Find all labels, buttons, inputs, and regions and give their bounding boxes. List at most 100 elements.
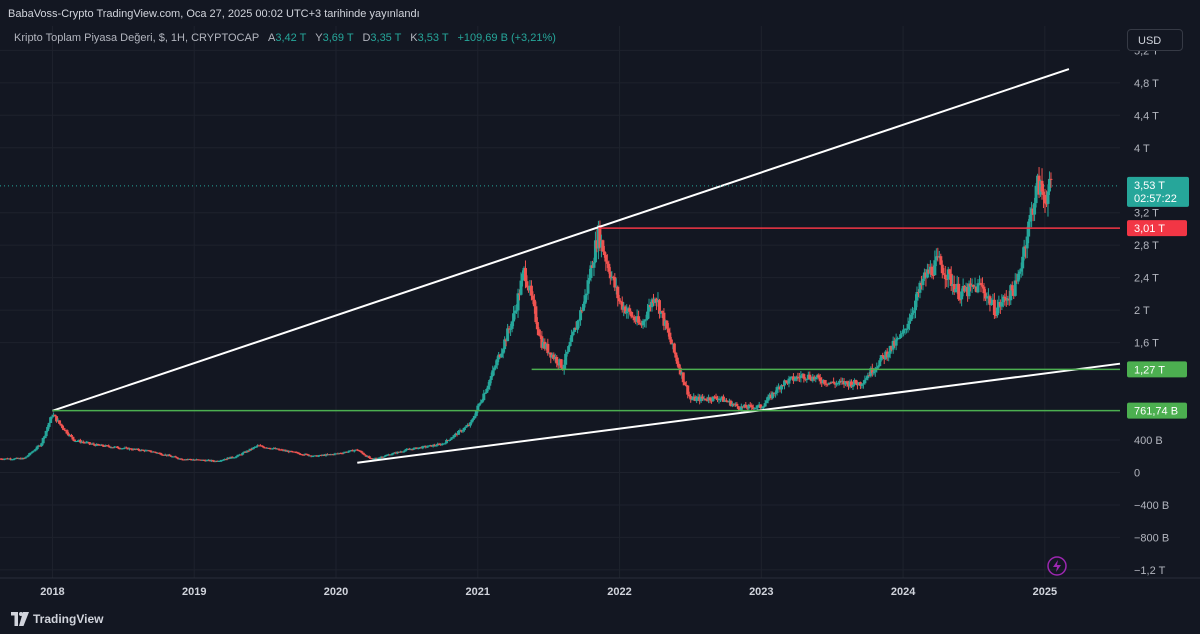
time-tick-label: 2023: [749, 586, 773, 598]
candle-body: [945, 279, 949, 281]
candle-body: [918, 282, 922, 293]
candle-body: [71, 436, 75, 440]
candle-body: [1021, 256, 1025, 269]
chart-area[interactable]: 5,2 T4,8 T4,4 T4 T3,2 T2,8 T2,4 T2 T1,6 …: [0, 26, 1200, 634]
candle-body: [565, 351, 569, 354]
candle-body: [632, 316, 636, 321]
candle-body: [25, 456, 29, 458]
footer-bar: TradingView: [0, 604, 1200, 634]
support-price-label-bg: [1127, 361, 1187, 378]
publisher-line: BabaVoss-Crypto TradingView.com, Oca 27,…: [8, 8, 420, 20]
candle-body: [579, 310, 583, 321]
candle-body: [729, 400, 733, 406]
candle-body: [948, 269, 952, 274]
candle-body: [976, 283, 980, 293]
candle-body: [972, 284, 976, 287]
candle-body: [881, 355, 885, 357]
candle-body: [1019, 268, 1023, 272]
candle-body: [587, 277, 591, 281]
price-tick-label: 3,2 T: [1134, 208, 1159, 220]
lightning-icon[interactable]: [1047, 556, 1067, 576]
candle-body: [239, 454, 243, 456]
candle-body: [592, 262, 596, 268]
candle-body: [674, 352, 678, 358]
candle-body: [643, 320, 647, 322]
candle-body: [390, 454, 394, 456]
low-value: 3,35 T: [370, 32, 402, 44]
candle-body: [829, 382, 833, 384]
candle-body: [250, 448, 254, 450]
candle-body: [875, 367, 879, 369]
candle-body: [718, 398, 722, 400]
candle-body: [254, 446, 258, 448]
candle-body: [747, 404, 751, 409]
candle-body: [492, 367, 496, 371]
drawings[interactable]: [0, 68, 1121, 464]
candle-body: [218, 460, 222, 462]
candle-body: [525, 281, 529, 288]
candle-body: [619, 301, 623, 303]
candle-body: [585, 293, 589, 296]
candle-body: [994, 315, 998, 317]
candle-body: [637, 316, 641, 323]
close-key: K: [410, 32, 418, 44]
candle-body: [66, 433, 70, 436]
time-axis[interactable]: 2018 2019 2020 2021 2022 2023 2024 2025: [0, 577, 1200, 604]
low-key: D: [362, 32, 371, 44]
currency-button[interactable]: USD: [1127, 29, 1183, 51]
candle-body: [744, 404, 748, 408]
candle-body: [854, 379, 858, 384]
candle-body: [672, 343, 676, 353]
candle-body: [952, 284, 956, 293]
candle-body: [933, 260, 937, 276]
chart-background: [0, 26, 1200, 604]
candle-body: [562, 364, 566, 370]
candle-body: [912, 310, 916, 313]
candle-body: [241, 452, 245, 455]
candle-body: [284, 450, 288, 452]
candle-body: [582, 303, 586, 311]
candle-body: [766, 396, 770, 401]
trendline: [52, 68, 1070, 412]
candle-body: [900, 333, 904, 335]
candle-body: [860, 384, 864, 386]
candle-body: [887, 353, 891, 358]
candle-body: [638, 322, 642, 325]
candle-body: [1047, 178, 1051, 192]
candle-body: [925, 269, 929, 278]
candle-body: [832, 381, 836, 384]
candle-body: [59, 423, 63, 426]
candle-body: [62, 428, 66, 431]
candle-body: [401, 451, 405, 453]
candle-body: [608, 271, 612, 279]
candle-body: [535, 322, 539, 330]
candle-body: [1043, 194, 1047, 204]
current-price-label-bg: [1127, 176, 1189, 207]
candle-body: [739, 406, 743, 410]
candle-body: [598, 225, 602, 248]
candle-body: [13, 458, 17, 460]
candle-body: [61, 425, 65, 429]
candle-body: [866, 375, 870, 379]
candle-body: [1010, 285, 1014, 291]
price-axis[interactable]: 5,2 T4,8 T4,4 T4 T3,2 T2,8 T2,4 T2 T1,6 …: [1122, 26, 1200, 604]
candle-body: [867, 375, 871, 377]
candle-body: [116, 446, 120, 449]
candle-body: [802, 374, 806, 379]
candle-body: [538, 335, 542, 337]
candle-body: [909, 314, 913, 321]
price-chart[interactable]: 5,2 T4,8 T4,4 T4 T3,2 T2,8 T2,4 T2 T1,6 …: [0, 26, 1200, 604]
candle-body: [647, 304, 651, 312]
candle-body: [861, 383, 865, 385]
time-axis-bg: [0, 578, 1200, 604]
candle-body: [1018, 271, 1022, 274]
candle-body: [433, 444, 437, 446]
candle-body: [625, 311, 629, 314]
candle-body: [576, 320, 580, 330]
change-value: +109,69 B (+3,21%): [457, 32, 556, 44]
candle-body: [355, 449, 359, 451]
candle-body: [586, 280, 590, 294]
candle-body: [474, 410, 478, 416]
candle-body: [58, 420, 62, 424]
candle-body: [793, 379, 797, 381]
